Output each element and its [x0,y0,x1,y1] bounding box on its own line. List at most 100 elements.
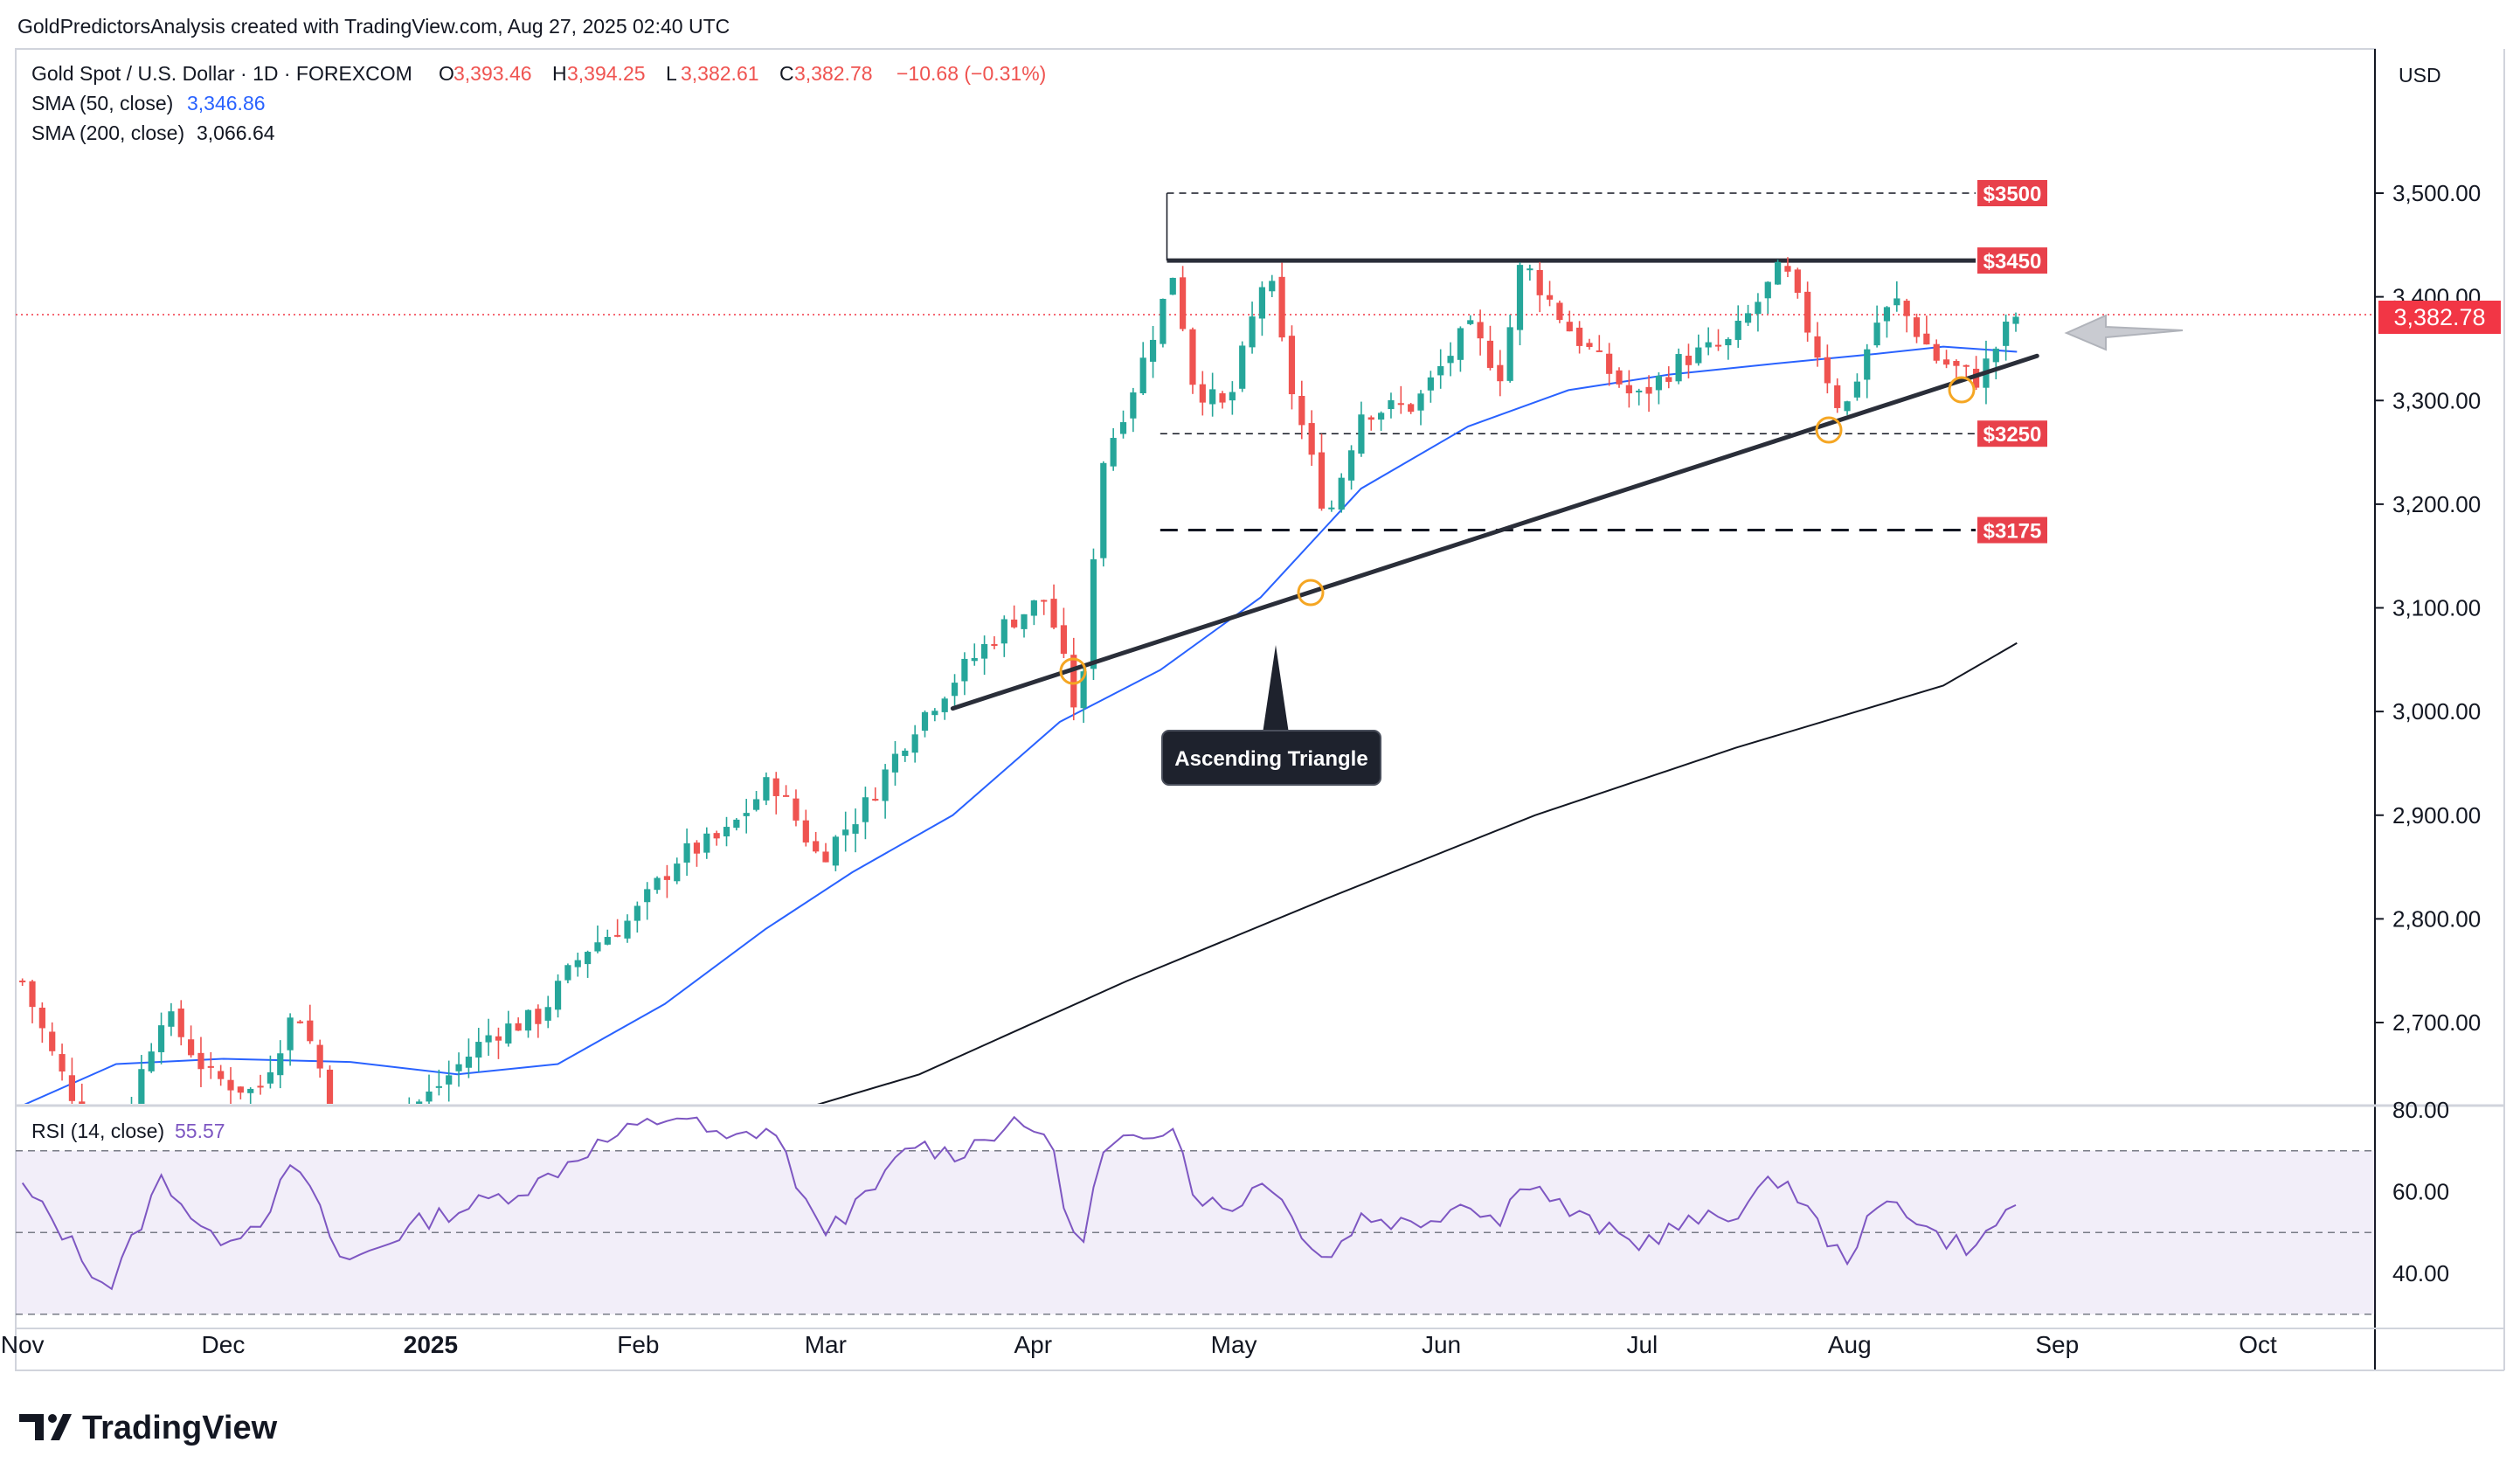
candle-body [326,1069,334,1104]
candle-body [495,1036,502,1041]
last-price-tag: 3,382.78 [2378,301,2501,334]
touch-marker [1815,416,1843,444]
candle-body [535,1009,542,1024]
price-tick-label: 2,700.00 [2392,1009,2481,1036]
sma200-line [817,641,2018,1104]
candle-body [1209,389,1216,405]
candle-body [1784,266,1791,272]
candle-body [1883,307,1891,322]
candle-body [1070,655,1077,708]
candle-body [1060,625,1068,655]
candle-body [1814,336,1821,358]
candle-body [475,1042,482,1058]
candle-body [971,657,978,662]
candle-body [1338,477,1345,510]
candle-body [1953,361,1960,366]
sma200-layer [817,641,2018,1104]
candle-body [1853,381,1861,398]
candle-body [1864,349,1871,380]
candle-body [802,820,809,843]
candle-body [1714,344,1722,347]
candle-body [1546,295,1554,300]
rsi-layer [21,1115,2017,1291]
candle-body [674,863,681,882]
price-tick-label: 3,500.00 [2392,180,2481,206]
candle-body [455,1064,462,1071]
candle-body [752,799,760,810]
candle-body [1556,302,1563,320]
ohlc-value: 3,382.78 [794,62,873,85]
level-tag-box [1976,419,2049,449]
tradingview-logo-dot [48,1414,57,1423]
candle-body [991,643,998,646]
candle-body [842,829,849,836]
candle-body [1180,277,1187,329]
candle-body [1160,298,1167,344]
candle-body [733,819,740,829]
candle-body [59,1054,66,1072]
candle-body [1189,329,1196,385]
ascending-trendline [950,353,2039,711]
rsi-value: 55.57 [175,1120,225,1142]
candle-body [435,1085,442,1088]
last-price-value: 3,382.78 [2393,304,2485,330]
candle-body [515,1023,522,1031]
candle-body [485,1035,492,1043]
candle-body [793,798,800,821]
candle-body [1685,355,1693,365]
touch-marker [1059,657,1087,685]
candle-body [1764,281,1771,299]
candle-body [1834,385,1841,408]
candle-body [1527,268,1533,271]
candle-body [1258,287,1266,319]
candle-body [654,877,661,891]
candle-body [1913,317,1921,337]
price-tick-label: 3,300.00 [2392,387,2481,413]
candle-body [1655,375,1663,391]
candle-body [1239,345,1246,389]
level-lines [16,192,2375,532]
candle-body [1457,328,1464,360]
candle-body [902,750,909,756]
level-tag-label: $3175 [1983,520,2042,544]
arrow-icon [2064,314,2184,351]
ascending-triangle-callout: Ascending Triangle [1161,645,1381,786]
candle-body [713,833,720,839]
last-price-box [2378,301,2501,334]
candle-body [1130,392,1137,419]
candle-body [1636,390,1643,392]
sma50-line [24,345,2018,1104]
candle-body [1219,393,1226,403]
candle-body [138,1069,145,1104]
level-tag-label: $3450 [1983,250,2042,274]
candle-body [1893,298,1900,306]
candle-body [1596,350,1603,352]
rsi-tick-label: 40.00 [2392,1260,2449,1286]
candle-body [1586,343,1593,347]
trend-layer [950,353,2039,711]
candle-body [703,833,710,853]
candle-body [2012,316,2019,324]
candle-body [1249,316,1256,348]
rsi-line [21,1115,2017,1291]
price-layer [19,257,2019,1104]
callout-pointer [1262,645,1290,739]
credit-text: GoldPredictorsAnalysis created with Trad… [17,15,730,38]
candle-body [1804,291,1811,333]
level-tags: $3500 $3450 $3250 $3175 [1976,178,2049,545]
sma50-layer [24,345,2018,1104]
time-tick-label: Oct [2239,1331,2277,1358]
candle-body [1973,368,1980,388]
candle-body [1000,619,1007,644]
time-tick-label: Sep [2035,1331,2079,1358]
candle-body [1467,320,1474,324]
candle-body [644,889,651,903]
candle-body [911,734,918,753]
candle-body [1090,558,1097,669]
candle-body [19,980,26,982]
candle-body [594,942,601,952]
candle-body [1388,399,1395,410]
candle-body [307,1020,314,1042]
ohlc-value: 3,382.61 [681,62,759,85]
